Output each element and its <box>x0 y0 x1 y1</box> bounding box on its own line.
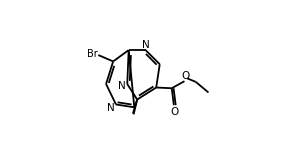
Text: N: N <box>118 81 125 91</box>
Text: Br: Br <box>87 49 98 59</box>
Text: N: N <box>142 40 150 50</box>
Text: O: O <box>171 107 179 117</box>
Text: O: O <box>182 71 190 80</box>
Text: N: N <box>107 103 115 113</box>
